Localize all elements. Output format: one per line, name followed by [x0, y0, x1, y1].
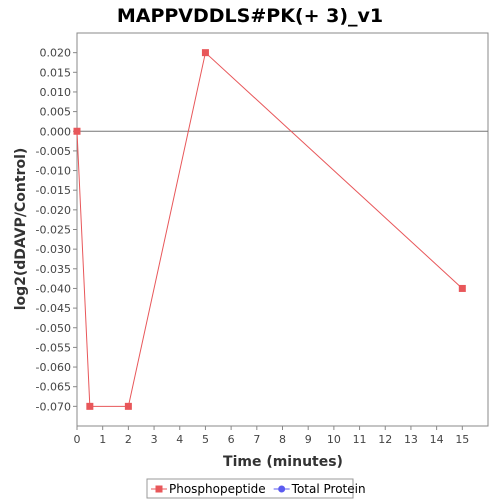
data-point	[73, 127, 81, 135]
legend-marker	[155, 485, 163, 493]
x-tick-label: 1	[99, 433, 106, 446]
y-tick-label: -0.040	[36, 282, 71, 295]
x-axis: 0 1 2 3 4 5 6 7 8 9 10 11 12 13 14 15	[74, 426, 469, 446]
data-point	[458, 284, 466, 292]
data-point	[201, 49, 209, 57]
y-tick-label: -0.010	[36, 165, 71, 178]
x-tick-label: 13	[404, 433, 418, 446]
x-tick-label: 5	[202, 433, 209, 446]
legend-box	[146, 478, 354, 499]
series-layer	[73, 49, 466, 410]
x-tick-label: 11	[353, 433, 367, 446]
y-tick-label: -0.060	[36, 361, 71, 374]
x-tick-label: 0	[74, 433, 81, 446]
x-tick-label: 15	[455, 433, 469, 446]
y-tick-label: -0.070	[36, 400, 71, 413]
y-tick-label: 0.000	[40, 125, 72, 138]
plot-area	[76, 32, 489, 427]
data-point	[86, 402, 94, 410]
legend-label: Total Protein	[291, 482, 366, 496]
legend-marker	[278, 485, 286, 493]
legend-label: Phosphopeptide	[169, 482, 266, 496]
x-tick-label: 2	[125, 433, 132, 446]
y-tick-label: 0.005	[40, 106, 72, 119]
x-tick-label: 14	[430, 433, 444, 446]
x-tick-label: 7	[253, 433, 260, 446]
x-axis-label: Time (minutes)	[223, 454, 343, 470]
y-tick-label: -0.035	[36, 263, 71, 276]
y-tick-label: -0.055	[36, 341, 71, 354]
x-tick-label: 4	[176, 433, 183, 446]
y-tick-label: -0.025	[36, 224, 71, 237]
y-axis: 0.020 0.015 0.010 0.005 0.000 -0.005 -0.010 -0.…	[36, 47, 77, 413]
x-tick-label: 10	[327, 433, 341, 446]
x-tick-label: 12	[378, 433, 392, 446]
y-tick-label: -0.050	[36, 322, 71, 335]
y-tick-label: -0.030	[36, 243, 71, 256]
chart-title: MAPPVDDLS#PK(+ 3)_v1	[117, 5, 383, 27]
y-tick-label: 0.020	[40, 47, 72, 60]
y-axis-label: log2(dDAVP/Control)	[13, 148, 29, 311]
y-tick-label: -0.015	[36, 184, 71, 197]
x-tick-label: 9	[305, 433, 312, 446]
data-point	[124, 402, 132, 410]
y-tick-label: 0.010	[40, 86, 72, 99]
x-tick-label: 3	[151, 433, 158, 446]
legend: Phosphopeptide Total Protein	[146, 478, 366, 499]
x-tick-label: 6	[228, 433, 235, 446]
y-tick-label: -0.045	[36, 302, 71, 315]
y-tick-label: -0.065	[36, 381, 71, 394]
x-tick-label: 8	[279, 433, 286, 446]
y-tick-label: -0.005	[36, 145, 71, 158]
y-tick-label: -0.020	[36, 204, 71, 217]
y-tick-label: 0.015	[40, 66, 72, 79]
